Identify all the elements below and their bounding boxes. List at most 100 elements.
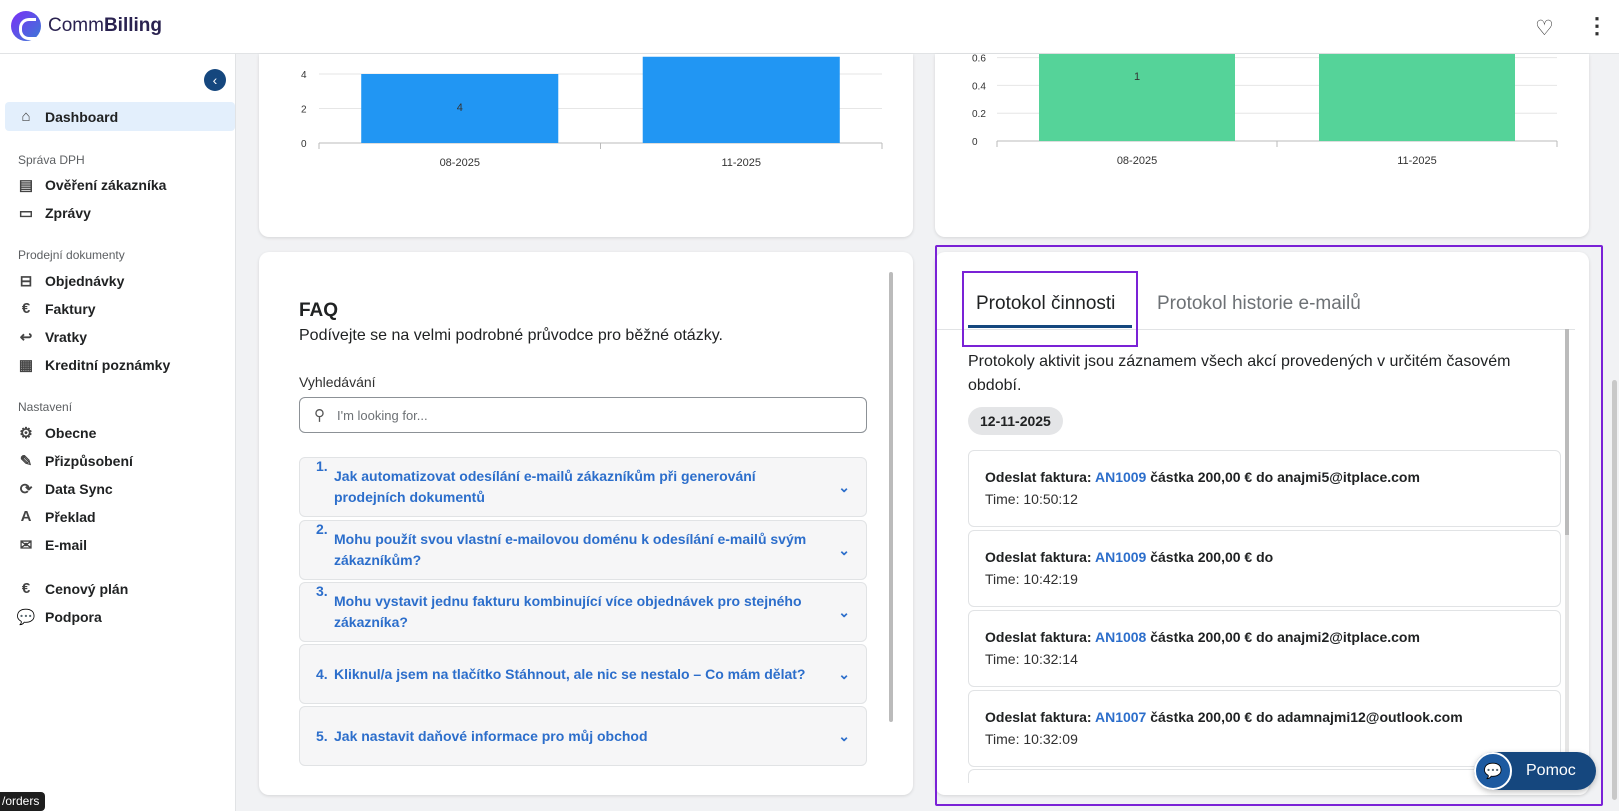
activity-entry: Odeslat faktura: AN1008 částka 200,00 € … — [968, 610, 1561, 687]
sidebar-item-general[interactable]: ⚙ Obecne — [5, 418, 235, 447]
faq-item-1[interactable]: 1. Jak automatizovat odesílání e-mailů z… — [299, 457, 867, 517]
sidebar — [0, 54, 236, 811]
kebab-menu-icon[interactable]: ⋮ — [1586, 13, 1608, 38]
tab-activity-log[interactable]: Protokol činnosti — [976, 293, 1116, 314]
date-badge: 12-11-2025 — [968, 407, 1063, 435]
help-button[interactable]: 💬 Pomoc — [1474, 752, 1596, 790]
x-tick-label: 08-2025 — [440, 157, 480, 169]
sidebar-item-customization[interactable]: ✎ Přizpůsobení — [5, 446, 235, 475]
translate-icon: A — [20, 508, 32, 525]
chart-card-right: 0 0.2 0.4 0.6 08-2025 1 11-2025 — [935, 2, 1589, 237]
sidebar-item-pricing[interactable]: € Cenový plán — [5, 574, 235, 603]
search-label: Vyhledávání — [299, 374, 376, 390]
activity-description: Protokoly aktivit jsou záznamem všech ak… — [968, 353, 1511, 394]
activity-highlight-frame — [935, 245, 1603, 806]
notes-icon: ▦ — [18, 356, 34, 374]
x-tick-label: 08-2025 — [1117, 155, 1157, 167]
invoice-link[interactable]: AN1009 — [1094, 469, 1147, 485]
sidebar-item-translation[interactable]: A Překlad — [5, 502, 235, 531]
tab-divider — [935, 329, 1575, 330]
faq-question: Jak nastavit daňové informace pro můj ob… — [334, 727, 648, 744]
tab-email-history[interactable]: Protokol historie e-mailů — [1157, 293, 1361, 314]
sidebar-item-verify-customer[interactable]: ▤ Ověření zákazníka — [18, 176, 167, 194]
activity-entry: Odeslat faktura: AN1009 částka 200,00 € … — [968, 450, 1561, 527]
activity-entry: Odeslat faktura: AN1009 částka 200,00 € … — [968, 530, 1561, 607]
activity-scrollbar-track — [1565, 329, 1569, 769]
search-box[interactable]: ⚲ — [299, 397, 867, 433]
euro-circle-icon: € — [21, 580, 31, 597]
activity-entry: Odeslat faktura: AN1007 částka 200,00 € … — [968, 690, 1561, 767]
faq-question: Mohu použít svou vlastní e-mailovou domé… — [334, 531, 807, 568]
bar-chart-left: 0 2 4 08-2025 4 11-2025 — [301, 56, 883, 169]
sidebar-item-invoices[interactable]: € Faktury — [5, 294, 235, 323]
active-tab-indicator — [968, 325, 1132, 328]
chart-card-left: 0 2 4 08-2025 4 11-2025 — [259, 54, 913, 237]
app-logo[interactable]: CommBilling — [11, 11, 162, 41]
x-tick-label: 11-2025 — [721, 157, 761, 169]
chevron-down-icon[interactable]: ⌄ — [838, 727, 850, 744]
tab-highlight-frame — [962, 271, 1138, 347]
faq-subtitle: Podívejte se na velmi podrobné průvodce … — [299, 327, 723, 344]
bar — [361, 74, 559, 143]
search-icon: ⚲ — [314, 407, 325, 424]
top-bar: CommBilling ♡ ⋮ — [0, 0, 1619, 54]
data-label: 1 — [1134, 71, 1140, 83]
activity-scrollbar[interactable] — [1565, 329, 1569, 535]
faq-title: FAQ — [299, 300, 339, 321]
logo-icon — [11, 11, 41, 41]
faq-card: FAQ Podívejte se na velmi podrobné průvo… — [259, 252, 913, 795]
gear-icon: ⚙ — [19, 424, 33, 442]
inbox-icon: ⊟ — [19, 272, 33, 290]
search-input[interactable] — [337, 407, 837, 423]
heart-icon[interactable]: ♡ — [1535, 17, 1554, 40]
y-tick-label: 0 — [301, 139, 307, 150]
chevron-down-icon[interactable]: ⌄ — [838, 603, 850, 620]
chevron-down-icon[interactable]: ⌄ — [838, 665, 850, 682]
faq-item-5[interactable]: 5. Jak nastavit daňové informace pro můj… — [299, 706, 867, 766]
faq-question: Jak automatizovat odesílání e-mailů záka… — [334, 468, 756, 505]
euro-receipt-icon: € — [21, 300, 31, 317]
sync-icon: ⟳ — [19, 480, 33, 498]
data-label: 4 — [457, 102, 463, 114]
sidebar-item-returns[interactable]: ↩ Vratky — [5, 322, 235, 351]
customize-icon: ✎ — [19, 452, 33, 470]
invoice-link[interactable]: AN1008 — [1094, 629, 1147, 645]
x-tick-label: 11-2025 — [1397, 155, 1437, 167]
chat-icon: 💬 — [16, 608, 36, 626]
invoice-link[interactable]: AN1007 — [1094, 709, 1147, 725]
sidebar-item-orders[interactable]: ⊟ Objednávky — [5, 266, 235, 295]
chevron-down-icon[interactable]: ⌄ — [838, 541, 850, 558]
y-tick-label: 0.2 — [972, 109, 986, 120]
faq-question: Mohu vystavit jednu fakturu kombinující … — [334, 593, 802, 630]
bar — [1039, 2, 1235, 141]
sidebar-item-data-sync[interactable]: ⟳ Data Sync — [5, 474, 235, 503]
bar — [642, 56, 840, 143]
y-tick-label: 2 — [301, 105, 307, 116]
sidebar-item-support[interactable]: 💬 Podpora — [16, 608, 102, 626]
sidebar-item-dashboard[interactable]: ⌂ Dashboard — [5, 102, 235, 131]
link-tooltip: /orders — [0, 792, 46, 811]
mail-icon: ✉ — [19, 536, 33, 554]
collapse-sidebar-button[interactable]: ‹ — [204, 69, 226, 91]
page-scrollbar[interactable] — [1612, 380, 1617, 800]
y-tick-label: 0 — [972, 137, 978, 148]
y-tick-label: 0.4 — [972, 81, 986, 92]
faq-question: Kliknul/a jsem na tlačítko Stáhnout, ale… — [334, 665, 806, 682]
faq-scrollbar[interactable] — [889, 272, 893, 722]
bar-chart-right: 0 0.2 0.4 0.6 08-2025 1 11-2025 — [972, 2, 1558, 167]
y-tick-label: 4 — [301, 70, 307, 81]
document-icon: ▭ — [18, 204, 34, 222]
chevron-down-icon[interactable]: ⌄ — [838, 478, 850, 495]
sidebar-item-credit-notes[interactable]: ▦ Kreditní poznámky — [18, 356, 171, 374]
chat-bubbles-icon: 💬 — [1474, 752, 1512, 790]
faq-item-2[interactable]: 2. Mohu použít svou vlastní e-mailovou d… — [299, 520, 867, 580]
faq-item-3[interactable]: 3. Mohu vystavit jednu fakturu kombinují… — [299, 582, 867, 642]
percent-doc-icon: ▤ — [18, 176, 34, 194]
invoice-link[interactable]: AN1009 — [1094, 549, 1147, 565]
bar — [1319, 2, 1515, 141]
return-icon: ↩ — [19, 328, 33, 346]
faq-item-4[interactable]: 4. Kliknul/a jsem na tlačítko Stáhnout, … — [299, 644, 867, 704]
sidebar-item-messages[interactable]: ▭ Zprávy — [18, 204, 91, 222]
sidebar-item-email[interactable]: ✉ E-mail — [5, 530, 235, 559]
y-tick-label: 0.6 — [972, 54, 986, 65]
